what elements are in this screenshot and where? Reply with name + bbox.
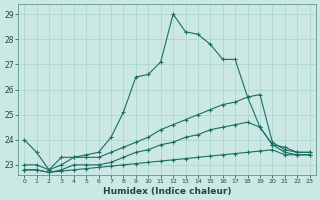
X-axis label: Humidex (Indice chaleur): Humidex (Indice chaleur) — [103, 187, 231, 196]
